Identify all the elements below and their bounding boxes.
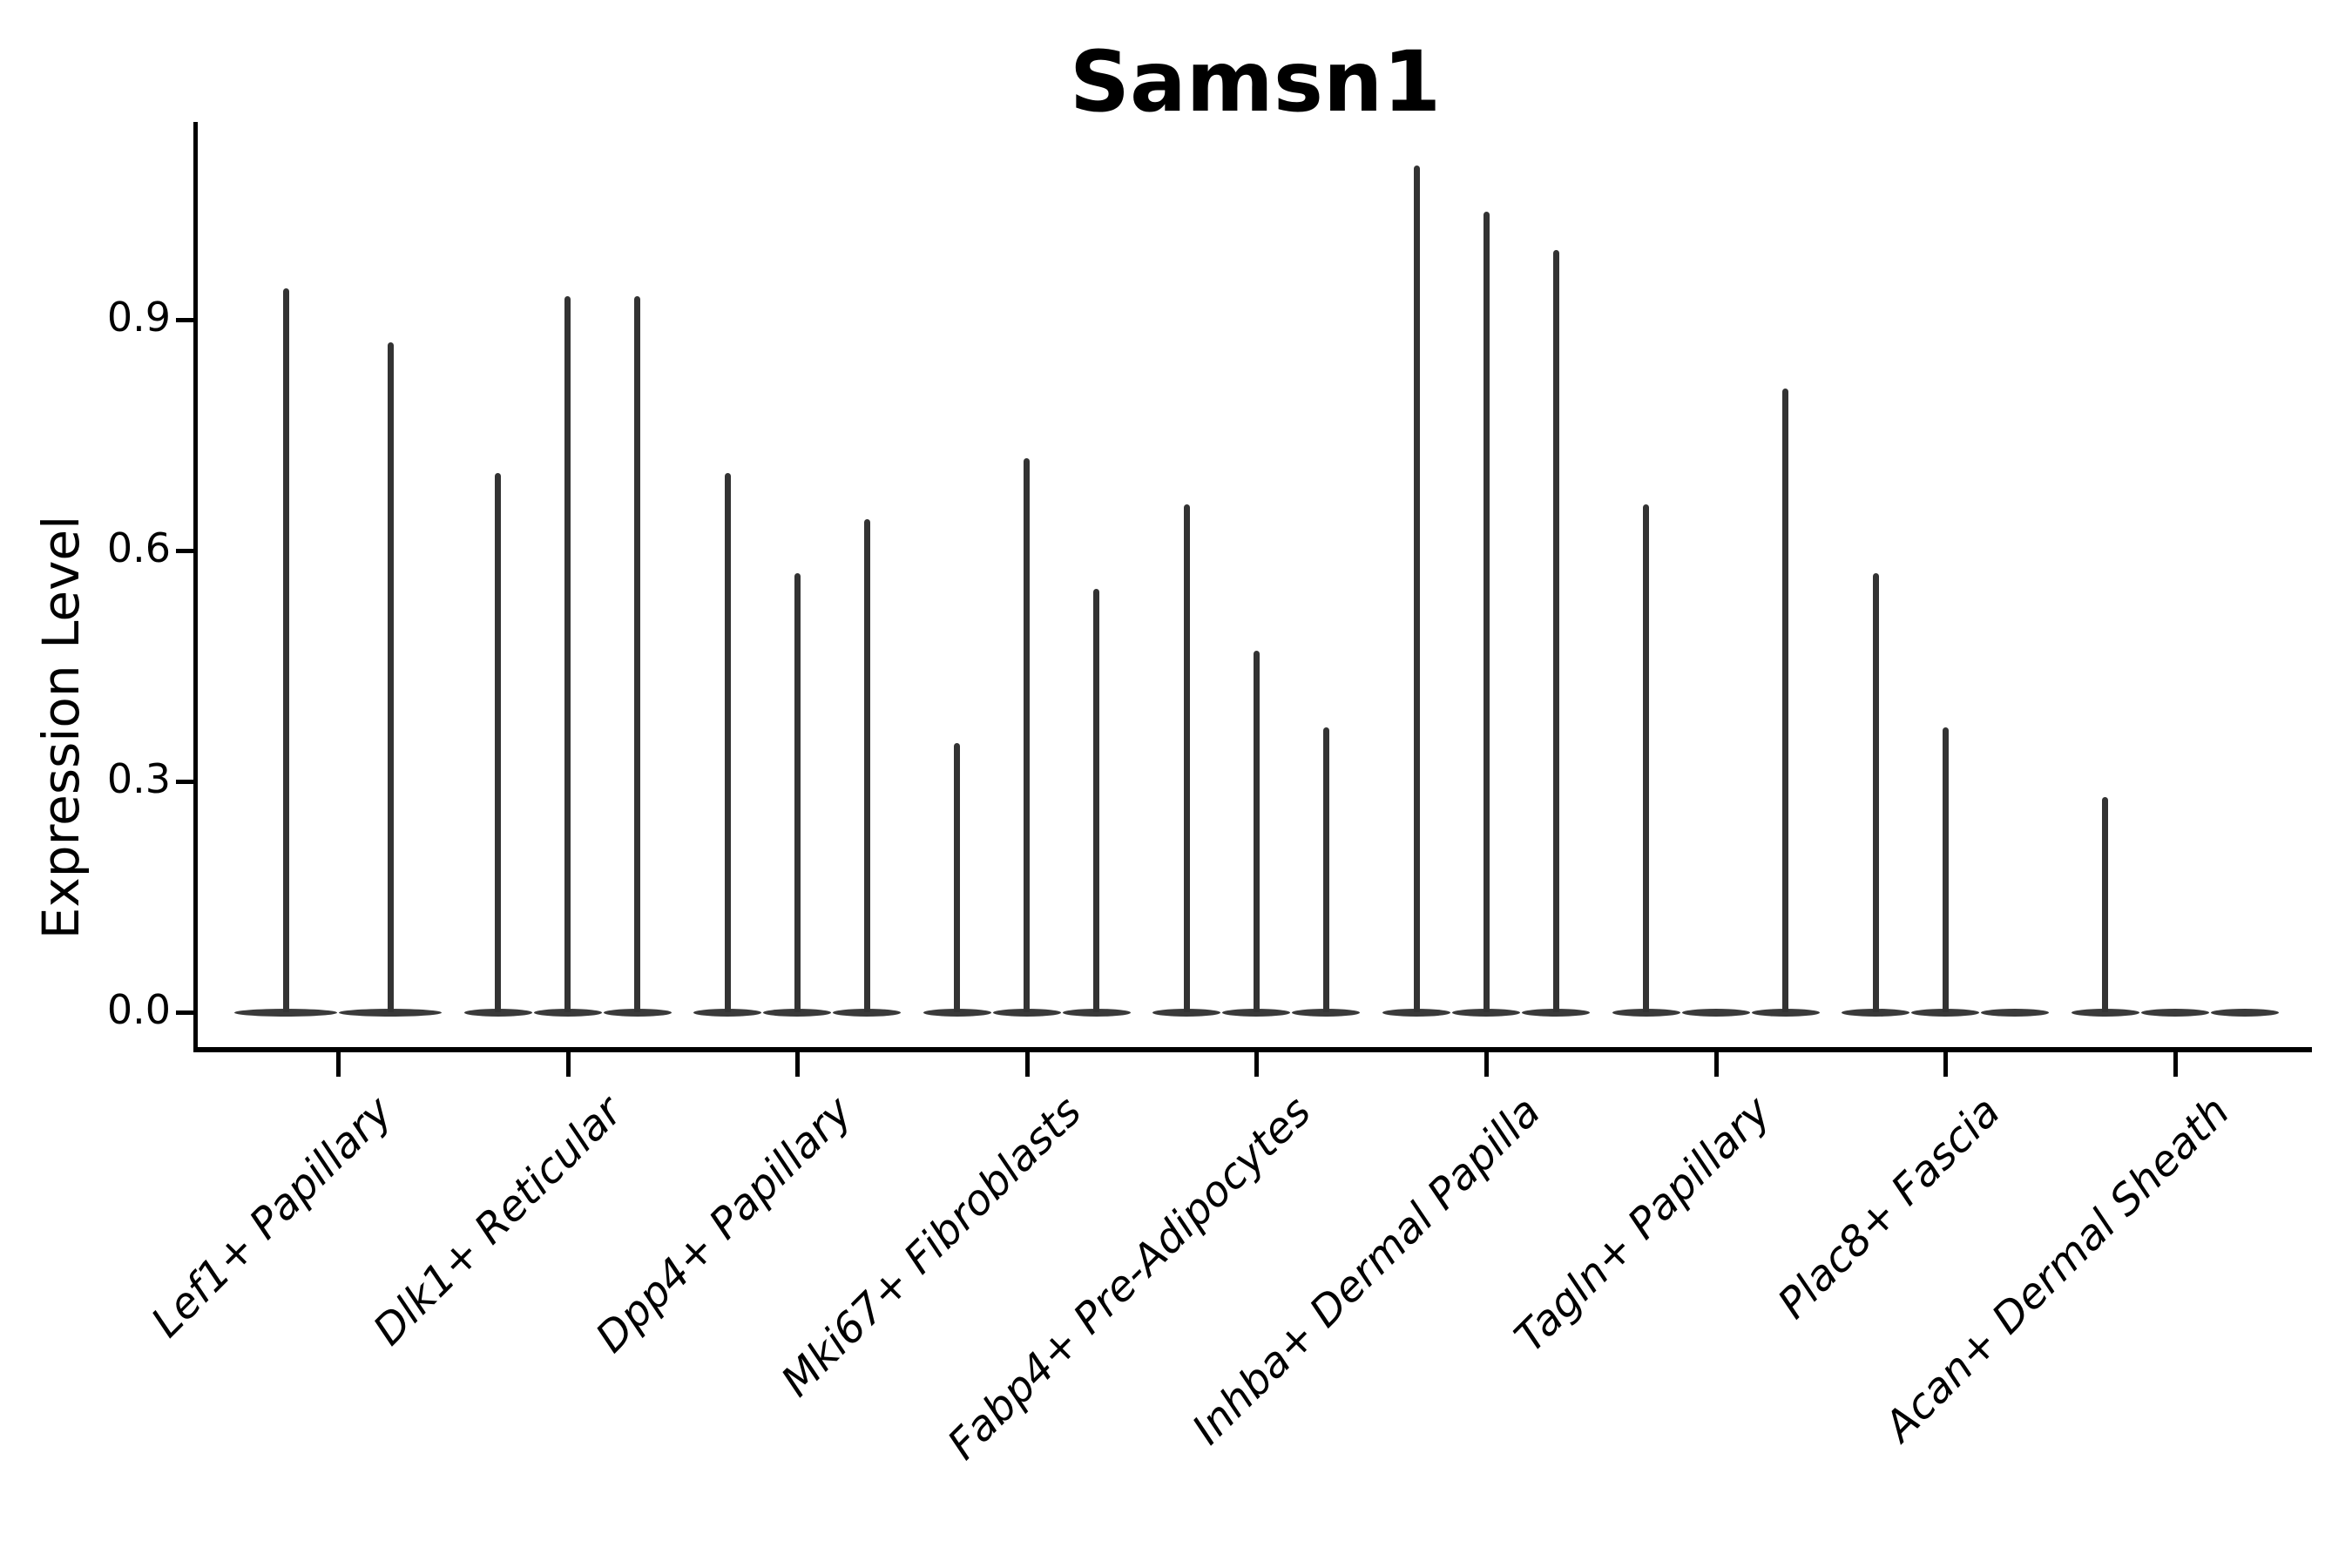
x-tick-mark — [1713, 1051, 1719, 1077]
x-category-label: Dlk1+ Reticular — [364, 1087, 632, 1355]
violin-baseline — [1452, 1009, 1520, 1017]
y-tick-mark — [176, 317, 193, 322]
y-tick-label: 0.0 — [106, 986, 171, 1033]
violin-spike — [1322, 727, 1329, 1012]
x-tick-mark — [1484, 1051, 1489, 1077]
violin-baseline — [763, 1009, 832, 1017]
y-tick-label: 0.6 — [106, 524, 171, 571]
violin-spike — [1024, 457, 1031, 1012]
violin-spike — [1183, 504, 1190, 1012]
y-tick-mark — [176, 1010, 193, 1015]
violin-baseline — [1062, 1009, 1131, 1017]
violin-spike — [1942, 727, 1949, 1012]
violin-spike — [863, 519, 870, 1012]
y-tick-mark — [176, 779, 193, 784]
y-axis-title: Expression Level — [31, 515, 91, 940]
violin-spike — [564, 296, 571, 1012]
violin-baseline — [923, 1009, 991, 1017]
violin-spike — [954, 742, 961, 1012]
chart-title: Samsn1 — [1069, 33, 1442, 131]
x-category-label: Fabp4+ Pre-Adipocytes — [938, 1087, 1321, 1470]
x-tick-mark — [1943, 1051, 1949, 1077]
violin-spike — [2102, 796, 2109, 1012]
violin-baseline — [1911, 1009, 1980, 1017]
violin-baseline — [1522, 1009, 1590, 1017]
violin-baseline — [1981, 1009, 2050, 1017]
violin-baseline — [833, 1009, 902, 1017]
violin-spike — [724, 473, 731, 1012]
violin-baseline — [1842, 1009, 1910, 1017]
violin-baseline — [2210, 1009, 2279, 1017]
violin-baseline — [992, 1009, 1061, 1017]
x-tick-mark — [565, 1051, 571, 1077]
violin-spike — [1413, 165, 1420, 1012]
violin-spike — [495, 473, 502, 1012]
x-tick-mark — [795, 1051, 801, 1077]
violin-baseline — [463, 1009, 532, 1017]
violin-baseline — [1681, 1009, 1750, 1017]
y-tick-label: 0.3 — [106, 754, 171, 802]
x-tick-mark — [336, 1051, 341, 1077]
violin-spike — [282, 288, 289, 1012]
violin-spike — [1872, 573, 1879, 1012]
violin-spike — [1643, 504, 1650, 1012]
y-axis-spine — [193, 122, 198, 1052]
violin-baseline — [603, 1009, 672, 1017]
x-tick-mark — [1024, 1051, 1030, 1077]
violin-baseline — [1222, 1009, 1291, 1017]
violin-spike — [1253, 650, 1260, 1012]
x-category-label: Plac8+ Fascia — [1768, 1087, 2010, 1328]
violin-baseline — [234, 1009, 337, 1017]
x-tick-mark — [2173, 1051, 2178, 1077]
violin-spike — [794, 573, 801, 1012]
violin-baseline — [1751, 1009, 1820, 1017]
violin-spike — [1483, 211, 1490, 1012]
violin-baseline — [1382, 1009, 1450, 1017]
x-category-label: Dpp4+ Papillary — [586, 1087, 862, 1362]
x-category-label: Lef1+ Papillary — [142, 1087, 402, 1348]
violin-spike — [1552, 250, 1559, 1012]
violin-spike — [1093, 588, 1100, 1012]
violin-spike — [634, 296, 641, 1012]
violin-baseline — [339, 1009, 442, 1017]
violin-baseline — [1292, 1009, 1361, 1017]
violin-baseline — [1612, 1009, 1680, 1017]
violin-baseline — [693, 1009, 762, 1017]
x-axis-spine — [193, 1047, 2312, 1052]
violin-baseline — [2071, 1009, 2139, 1017]
y-tick-mark — [176, 548, 193, 553]
violin-baseline — [533, 1009, 602, 1017]
x-tick-mark — [1254, 1051, 1260, 1077]
violin-baseline — [1152, 1009, 1221, 1017]
violin-baseline — [2140, 1009, 2209, 1017]
y-tick-label: 0.9 — [106, 293, 171, 341]
x-category-label: Tagln+ Papillary — [1504, 1087, 1781, 1362]
violin-spike — [387, 342, 394, 1012]
violin-spike — [1782, 389, 1789, 1012]
